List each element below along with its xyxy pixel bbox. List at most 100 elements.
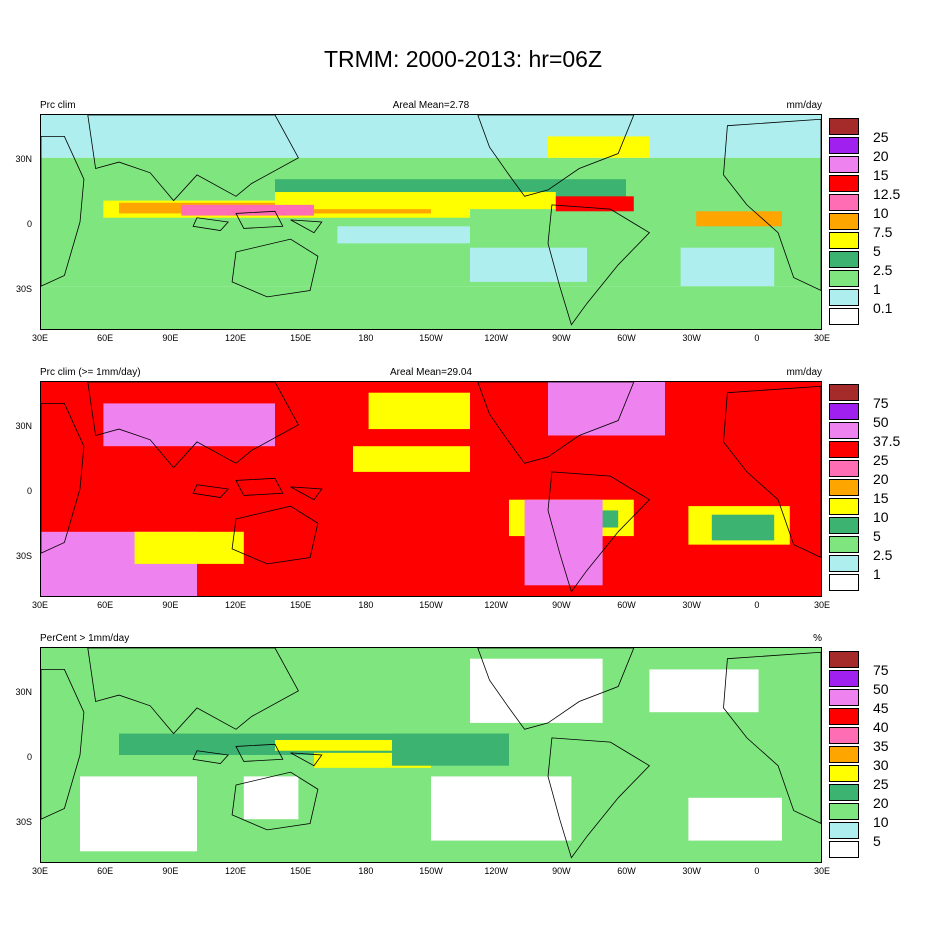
legend-swatch	[829, 118, 859, 135]
legend-swatch	[829, 555, 859, 572]
longitude-tick-label: 60E	[97, 866, 114, 876]
legend-label: 30	[873, 757, 889, 773]
longitude-tick-label: 90E	[162, 866, 179, 876]
latitude-tick-label: 30S	[15, 283, 32, 294]
coastline	[193, 218, 228, 231]
coastline	[548, 472, 649, 592]
field-band	[275, 192, 556, 210]
field-band	[134, 531, 244, 564]
legend-swatch	[829, 536, 859, 553]
legend-label: 12.5	[873, 186, 901, 202]
coastline	[548, 205, 649, 325]
coastline	[724, 119, 822, 290]
units-label: mm/day	[786, 367, 822, 378]
coastline	[232, 506, 318, 564]
legend-swatch	[829, 289, 859, 306]
legend-swatch	[829, 498, 859, 515]
legend-label: 20	[873, 795, 889, 811]
legend-swatch	[829, 156, 859, 173]
longitude-tick-label: 150E	[290, 600, 312, 610]
coastline	[88, 115, 299, 201]
areal-mean-label: Areal Mean=29.04	[389, 367, 472, 378]
legend-label: 20	[873, 148, 889, 164]
panel-variable-label: Prc clim	[40, 100, 76, 111]
legend-label: 50	[873, 681, 889, 697]
longitude-tick-label: 120E	[224, 600, 247, 610]
legend-swatch	[829, 841, 859, 858]
field-band	[688, 797, 782, 841]
longitude-tick-label: 30E	[31, 333, 48, 343]
legend-swatch	[829, 137, 859, 154]
longitude-tick-label: 120W	[484, 333, 508, 343]
field-band	[368, 392, 470, 430]
field-band	[80, 776, 197, 852]
legend-swatch	[829, 403, 859, 420]
latitude-tick-label: 30N	[15, 687, 32, 698]
legend-label: 75	[873, 395, 889, 411]
field-band	[337, 226, 470, 244]
coastline	[236, 744, 283, 761]
latitude-tick-label: 30N	[15, 154, 32, 165]
legend-label: 5	[873, 243, 881, 259]
legend-swatch	[829, 441, 859, 458]
longitude-tick-label: 90W	[552, 333, 571, 343]
legend-label: 40	[873, 719, 889, 735]
field-band	[711, 514, 775, 541]
longitude-tick-label: 30E	[813, 333, 830, 343]
coastline	[236, 478, 283, 495]
coastline	[232, 772, 318, 830]
legend-label: 35	[873, 738, 889, 754]
field-band	[555, 196, 634, 212]
legend-label: 5	[873, 528, 881, 544]
legend-swatch	[829, 232, 859, 249]
legend-swatch	[829, 384, 859, 401]
legend-swatch	[829, 670, 859, 687]
legend-swatch	[829, 784, 859, 801]
units-label: mm/day	[786, 100, 822, 111]
longitude-tick-label: 150E	[290, 333, 312, 343]
coastline	[41, 669, 84, 819]
longitude-tick-label: 30E	[31, 600, 48, 610]
field-band	[524, 499, 603, 586]
field-band	[353, 446, 470, 472]
longitude-tick-label: 60W	[617, 600, 636, 610]
legend-label: 25	[873, 129, 889, 145]
longitude-tick-label: 30E	[31, 866, 48, 876]
coastline	[478, 648, 634, 729]
coastline	[232, 239, 318, 297]
coastline	[291, 220, 322, 233]
map-panel	[40, 647, 822, 863]
longitude-tick-label: 30E	[813, 866, 830, 876]
longitude-tick-label: 0	[754, 333, 760, 343]
latitude-tick-label: 30S	[15, 816, 32, 827]
longitude-tick-label: 150E	[290, 866, 312, 876]
legend-swatch	[829, 727, 859, 744]
coastline	[291, 753, 322, 766]
latitude-tick-label: 0	[26, 219, 32, 230]
legend-swatch	[829, 308, 859, 325]
field-band	[243, 776, 299, 820]
longitude-tick-label: 30W	[682, 333, 701, 343]
legend-swatch	[829, 689, 859, 706]
longitude-tick-label: 90W	[552, 600, 571, 610]
longitude-tick-label: 90E	[162, 600, 179, 610]
field-band	[392, 733, 509, 766]
units-label: %	[813, 633, 822, 644]
legend-swatch	[829, 175, 859, 192]
field-band	[431, 776, 572, 841]
legend-swatch	[829, 708, 859, 725]
legend-swatch	[829, 422, 859, 439]
legend-swatch	[829, 517, 859, 534]
legend-label: 20	[873, 471, 889, 487]
longitude-tick-label: 30E	[813, 600, 830, 610]
longitude-tick-label: 30W	[682, 866, 701, 876]
longitude-tick-label: 150W	[419, 866, 443, 876]
legend-swatch	[829, 574, 859, 591]
field-band	[696, 211, 782, 227]
longitude-tick-label: 180	[358, 600, 374, 610]
latitude-tick-label: 30S	[15, 550, 32, 561]
legend-swatch	[829, 746, 859, 763]
coastline	[193, 751, 228, 764]
legend-label: 10	[873, 509, 889, 525]
panel-variable-label: PerCent > 1mm/day	[40, 633, 130, 644]
